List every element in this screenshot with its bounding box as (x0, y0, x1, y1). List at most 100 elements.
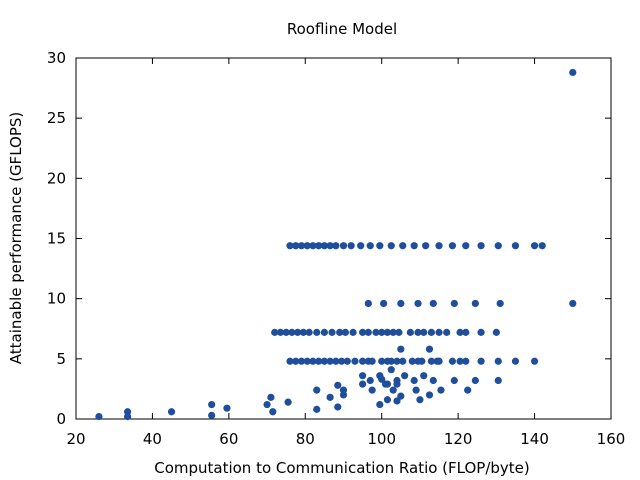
data-point (471, 376, 479, 385)
data-point (450, 376, 458, 385)
data-point (263, 400, 271, 409)
data-point (427, 328, 435, 336)
data-point (292, 357, 300, 365)
data-point (425, 391, 434, 399)
data-point (351, 357, 359, 365)
data-point (334, 403, 342, 411)
data-point (294, 328, 302, 336)
data-point (530, 242, 539, 250)
data-point (378, 357, 386, 365)
data-point (406, 328, 414, 336)
data-point (326, 393, 334, 401)
data-point (448, 242, 457, 250)
data-point (462, 242, 470, 250)
y-tick-label: 25 (47, 109, 66, 127)
data-point (462, 328, 470, 336)
data-point (420, 372, 428, 380)
data-point (387, 366, 395, 374)
data-point (414, 328, 422, 336)
data-point (393, 357, 401, 365)
x-tick-label: 100 (367, 430, 396, 448)
data-point (492, 328, 500, 336)
data-point (326, 242, 334, 250)
data-point (337, 357, 346, 365)
data-point (477, 328, 485, 336)
data-point (376, 400, 384, 409)
data-point (401, 372, 409, 380)
plot-frame (75, 57, 612, 420)
data-point (511, 357, 520, 365)
data-point (464, 386, 472, 394)
x-tick-label: 60 (219, 430, 238, 448)
x-tick-label: 20 (66, 430, 85, 448)
data-point (393, 397, 401, 405)
data-point (389, 328, 397, 336)
data-point (284, 398, 292, 406)
data-point (223, 404, 231, 412)
data-point (288, 328, 296, 336)
data-point (538, 242, 546, 250)
data-point (347, 242, 355, 250)
data-point (305, 328, 313, 336)
data-point (271, 328, 279, 336)
data-point (328, 328, 336, 336)
data-point (380, 299, 388, 308)
data-point (435, 328, 443, 336)
data-point (339, 391, 348, 399)
data-point (456, 328, 464, 336)
y-tick-label: 20 (47, 169, 66, 187)
data-point (494, 376, 502, 385)
data-point (368, 357, 376, 365)
data-point (276, 328, 285, 336)
data-point (530, 357, 539, 365)
data-point (494, 242, 502, 250)
data-point (334, 381, 342, 389)
data-point (399, 357, 407, 365)
data-point (477, 357, 485, 365)
data-point (299, 328, 307, 336)
data-point (429, 376, 437, 385)
data-point (303, 242, 311, 250)
data-point (378, 328, 386, 336)
y-axis: 0 5 10 15 20 25 30 (47, 49, 611, 428)
data-point (569, 68, 577, 77)
data-point (412, 386, 420, 394)
data-point (376, 242, 384, 250)
y-tick-label: 5 (56, 350, 66, 368)
data-point (167, 408, 176, 416)
data-point (332, 242, 340, 250)
data-point (429, 299, 437, 308)
data-point (437, 386, 445, 394)
data-point (387, 242, 395, 250)
data-point (320, 242, 328, 250)
data-point (448, 357, 457, 365)
data-point (427, 357, 435, 365)
x-axis-title: Computation to Communication Ratio (FLOP… (154, 459, 530, 477)
data-point (357, 242, 365, 250)
data-point (383, 396, 392, 404)
chart-title: Roofline Model (287, 20, 397, 38)
data-point (123, 412, 132, 421)
data-point (416, 396, 424, 404)
data-point (397, 392, 405, 400)
data-point (313, 328, 321, 336)
data-point (395, 328, 403, 336)
data-point (282, 328, 290, 336)
data-point (313, 386, 321, 394)
data-point (309, 242, 317, 250)
data-point (313, 405, 321, 413)
data-point (366, 242, 374, 250)
y-axis-title: Attainable performance (GFLOPS) (7, 112, 25, 365)
data-point (435, 357, 443, 365)
data-point (399, 242, 407, 250)
data-point (359, 357, 367, 365)
x-tick-label: 80 (296, 430, 315, 448)
data-point (569, 299, 577, 308)
data-point (269, 408, 277, 416)
x-axis: 20 40 60 80 100 120 140 160 (66, 58, 625, 448)
y-tick-label: 10 (47, 290, 66, 308)
data-point (425, 345, 434, 353)
data-point (349, 328, 357, 336)
